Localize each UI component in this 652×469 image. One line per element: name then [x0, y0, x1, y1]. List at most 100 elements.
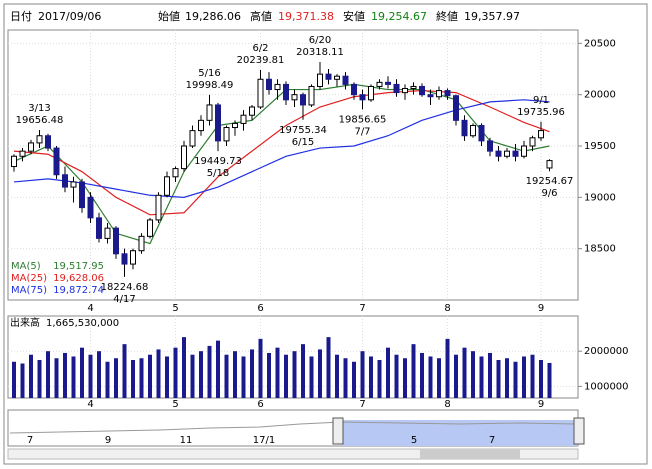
date-label: 日付: [10, 10, 32, 23]
volume-bar: [454, 354, 458, 398]
volume-bar: [301, 344, 305, 398]
candle-body: [79, 181, 85, 209]
x-tick-label: 9: [538, 303, 544, 314]
volume-bar: [241, 356, 246, 398]
candle-body: [393, 83, 400, 94]
volume-bar: [71, 356, 76, 398]
annotation-value: 20318.11: [296, 47, 344, 58]
volume-bar: [156, 349, 161, 398]
scroll-thumb[interactable]: [420, 449, 520, 459]
volume-bar: [326, 337, 331, 398]
candle-body: [19, 150, 26, 157]
y-tick-label: 19000: [584, 192, 616, 203]
candle-body: [504, 150, 510, 157]
navigator-label: 11: [180, 435, 193, 446]
x-tick-label: 6: [257, 399, 263, 410]
volume-bar: [369, 356, 373, 398]
candle-body: [368, 85, 374, 101]
volume-bar: [445, 338, 450, 398]
volume-bar: [513, 361, 518, 398]
annotation-value: 19449.73: [194, 156, 242, 167]
candle-body: [130, 250, 136, 265]
candle-body: [198, 119, 204, 132]
candle-body: [11, 155, 17, 168]
candle-body: [427, 94, 434, 98]
annotation-date: 6/2: [252, 43, 268, 54]
volume-bar: [420, 352, 424, 398]
volume-bar: [437, 358, 441, 398]
navigator-handle-left[interactable]: [332, 417, 344, 445]
volume-bar: [207, 345, 212, 398]
volume-bar: [97, 351, 101, 398]
volume-bar: [139, 358, 144, 398]
volume-bar: [547, 362, 552, 398]
volume-bar: [165, 356, 169, 398]
candle-body: [410, 85, 417, 90]
y-tick-label: 20500: [584, 38, 616, 49]
candle-body: [385, 81, 391, 85]
legend-value: 19,628.06: [53, 273, 104, 284]
x-tick-label: 6: [257, 303, 263, 314]
x-tick-label: 5: [172, 399, 178, 410]
candle-body: [342, 75, 349, 85]
candle-body: [495, 150, 502, 157]
candle-body: [155, 194, 162, 221]
candle-body: [512, 150, 519, 157]
volume-bar: [29, 354, 33, 398]
volume-bar: [275, 347, 280, 398]
volume-bar: [80, 347, 84, 398]
candle-body: [274, 83, 281, 91]
candle-body: [317, 73, 323, 87]
volume-bar: [462, 347, 467, 398]
volume-bar: [258, 338, 263, 398]
volume-bar: [352, 361, 356, 398]
volume-bar: [335, 354, 339, 398]
volume-bar: [250, 349, 254, 398]
candle-body: [521, 145, 527, 157]
legend-name: MA(75): [11, 285, 47, 296]
volume-bar: [267, 352, 271, 398]
high-label: 高値: [250, 9, 272, 23]
candle-body: [147, 219, 153, 237]
annotation-date: 5/18: [207, 168, 229, 179]
low-label: 安値: [343, 9, 365, 23]
candle-body: [529, 137, 536, 147]
x-tick-label: 4: [87, 303, 93, 314]
candle-body: [36, 135, 43, 144]
candle-body: [300, 94, 306, 106]
legend-name: MA(25): [11, 273, 47, 284]
candle-body: [181, 145, 187, 170]
annotation-date: 3/13: [28, 103, 50, 114]
y-tick-label: 18500: [584, 244, 616, 255]
candle-body: [325, 73, 332, 80]
volume-bar: [386, 347, 390, 398]
volume-bar: [233, 351, 237, 398]
volume-bar: [88, 354, 93, 398]
annotation-date: 9/1: [533, 95, 549, 106]
volume-bar: [37, 359, 42, 398]
navigator-handle-right[interactable]: [573, 417, 585, 445]
close-label: 終値: [436, 9, 458, 23]
candle-body: [121, 253, 128, 265]
x-tick-label: 9: [538, 399, 544, 410]
volume-bar: [292, 351, 297, 398]
candle-body: [376, 81, 383, 87]
volume-bar: [539, 359, 543, 398]
volume-bar: [403, 358, 407, 398]
annotation-value: 19998.49: [186, 80, 234, 91]
scrollbar[interactable]: [7, 448, 579, 460]
volume-bar: [105, 361, 110, 398]
navigator-label: 7: [27, 435, 33, 446]
candle-body: [351, 83, 357, 96]
annotation-value: 19856.65: [339, 114, 387, 125]
volume-bar: [63, 352, 67, 398]
candle-body: [453, 95, 459, 121]
volume-bar: [530, 354, 535, 398]
x-tick-label: 8: [444, 399, 450, 410]
volume-bar: [479, 356, 484, 398]
legend-value: 19,872.74: [53, 285, 104, 296]
volume-bar: [114, 358, 118, 398]
volume-title: 出来高: [10, 316, 40, 329]
volume-bar: [190, 354, 195, 398]
